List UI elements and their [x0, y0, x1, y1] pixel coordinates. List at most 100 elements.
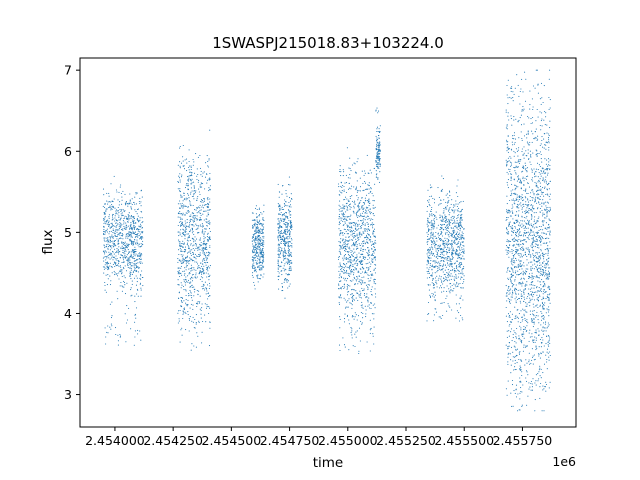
- data-point: [441, 239, 443, 241]
- data-point: [188, 165, 190, 167]
- data-point: [136, 239, 138, 241]
- data-point: [352, 252, 355, 254]
- data-point: [279, 213, 281, 215]
- data-point: [343, 171, 345, 173]
- data-point: [449, 275, 451, 277]
- data-point: [354, 251, 356, 253]
- data-point: [523, 325, 525, 328]
- data-point: [348, 247, 350, 249]
- data-point: [136, 277, 138, 279]
- data-point: [369, 329, 371, 331]
- data-point: [263, 243, 265, 245]
- data-point: [204, 228, 207, 230]
- data-point: [548, 339, 550, 341]
- data-point: [134, 263, 136, 265]
- data-point: [119, 333, 121, 336]
- data-point: [343, 213, 345, 215]
- data-point: [458, 283, 460, 285]
- data-point: [262, 255, 264, 257]
- data-point: [207, 221, 209, 223]
- data-point: [348, 323, 350, 325]
- data-point: [258, 223, 260, 225]
- data-point: [105, 223, 107, 225]
- data-point: [368, 188, 370, 190]
- data-point: [547, 247, 549, 249]
- data-point: [430, 232, 432, 234]
- data-point: [193, 225, 195, 227]
- data-point: [433, 224, 435, 226]
- data-point: [449, 258, 451, 260]
- data-point: [360, 292, 362, 294]
- data-point: [109, 236, 111, 238]
- data-point: [528, 352, 530, 354]
- data-point: [117, 229, 119, 231]
- data-point: [535, 238, 537, 240]
- data-point: [431, 282, 433, 284]
- data-point: [458, 273, 460, 275]
- data-point: [375, 149, 377, 151]
- data-point: [287, 280, 290, 282]
- data-point: [196, 215, 198, 217]
- data-point: [510, 282, 513, 284]
- data-point: [132, 241, 134, 243]
- data-point: [521, 264, 523, 266]
- data-point: [348, 267, 350, 269]
- data-point: [509, 221, 511, 223]
- data-point: [182, 205, 184, 207]
- data-point: [360, 200, 362, 202]
- data-point: [447, 210, 450, 212]
- data-point: [343, 321, 346, 323]
- data-point: [367, 209, 369, 211]
- data-point: [340, 268, 342, 270]
- data-point: [368, 274, 370, 277]
- data-point: [451, 256, 453, 258]
- data-point: [127, 235, 129, 237]
- data-point: [375, 159, 377, 162]
- data-point: [130, 289, 132, 291]
- data-point: [379, 171, 381, 173]
- data-point: [369, 236, 371, 238]
- data-point: [201, 247, 203, 249]
- data-point: [289, 214, 291, 216]
- data-point: [344, 307, 347, 309]
- data-point: [339, 327, 341, 329]
- data-point: [256, 231, 258, 233]
- data-point: [209, 265, 211, 267]
- data-point: [132, 265, 134, 267]
- data-point: [286, 226, 289, 228]
- data-point: [103, 194, 105, 196]
- data-point: [255, 239, 257, 242]
- data-point: [440, 276, 442, 278]
- data-point: [347, 253, 350, 255]
- data-point: [456, 220, 458, 222]
- data-point: [123, 286, 125, 288]
- data-point: [445, 233, 447, 235]
- data-point: [376, 157, 378, 159]
- data-point: [179, 246, 181, 248]
- data-point: [102, 205, 104, 207]
- data-point: [191, 269, 193, 271]
- data-point: [338, 244, 340, 246]
- data-point: [518, 352, 520, 354]
- data-point: [511, 238, 513, 241]
- data-point: [256, 223, 258, 225]
- data-point: [451, 284, 453, 287]
- data-point: [339, 252, 341, 254]
- data-point: [348, 261, 350, 263]
- data-point: [362, 219, 364, 221]
- data-point: [130, 251, 132, 253]
- data-point: [539, 295, 541, 297]
- data-point: [363, 237, 366, 239]
- data-point: [356, 292, 358, 294]
- data-point: [367, 226, 370, 228]
- data-point: [282, 242, 285, 245]
- data-point: [441, 291, 443, 293]
- data-point: [203, 258, 205, 260]
- data-point: [446, 245, 448, 247]
- data-point: [206, 304, 208, 306]
- data-point: [187, 206, 189, 208]
- data-point: [140, 238, 143, 240]
- data-point: [441, 224, 443, 226]
- data-point: [356, 195, 358, 197]
- data-point: [208, 187, 210, 189]
